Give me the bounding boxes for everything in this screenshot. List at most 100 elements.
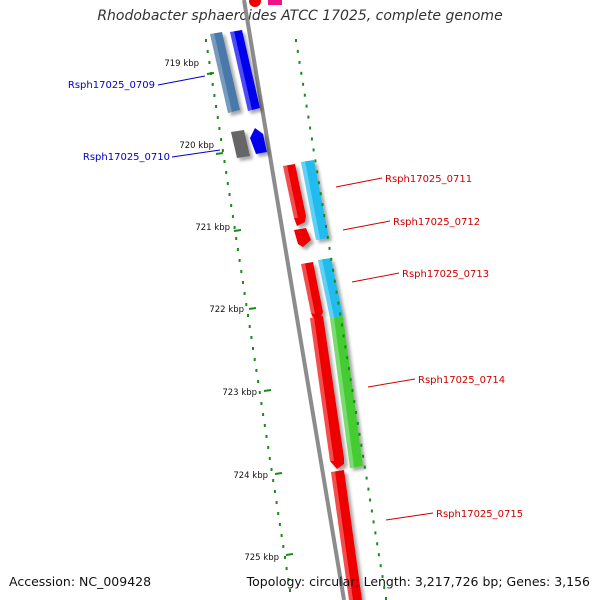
gene-label-0715[interactable]: Rsph17025_0715: [436, 509, 523, 520]
track-dot: [255, 369, 258, 372]
track-dot: [346, 356, 349, 360]
gene-feature-0714-red[interactable]: [310, 316, 344, 469]
gene-feature-0709-blue[interactable]: [230, 30, 260, 111]
gene-feature-0711-red[interactable]: [283, 164, 306, 226]
track-dot: [267, 446, 270, 449]
track-dot: [208, 61, 211, 64]
gene-label-0710[interactable]: Rsph17025_0710: [83, 152, 170, 163]
gene-label-0709[interactable]: Rsph17025_0709: [68, 80, 155, 91]
gene-feature-0713-cyan[interactable]: [318, 258, 343, 318]
track-dot: [374, 531, 377, 535]
gene-feature-0714-green[interactable]: [330, 316, 363, 468]
track-dot: [321, 203, 324, 207]
track-dot: [385, 597, 387, 600]
track-dot: [238, 259, 241, 262]
track-dot: [223, 160, 226, 163]
track-dot: [213, 94, 216, 97]
scale-tick-mark: [285, 553, 294, 556]
track-dot: [296, 49, 299, 53]
track-dot: [260, 402, 263, 405]
track-dot: [226, 182, 229, 185]
scale-tick-mark: [248, 307, 257, 310]
track-dot: [280, 534, 283, 537]
scale-tick-mark: [263, 389, 272, 392]
scale-tick-label: 722 kbp: [209, 305, 244, 315]
track-dot: [323, 214, 326, 218]
track-dot: [235, 237, 238, 240]
track-dot: [317, 181, 320, 185]
scale-tick-mark: [215, 152, 224, 155]
track-dot: [377, 553, 380, 557]
track-dot: [231, 215, 234, 218]
track-dot: [333, 279, 336, 283]
track-dot: [205, 39, 207, 42]
gene-label-leader: [385, 512, 434, 521]
gene-feature-0711-cyan[interactable]: [301, 160, 329, 240]
scale-tick-label: 723 kbp: [222, 388, 257, 398]
scale-tick-label: 724 kbp: [233, 471, 268, 481]
genome-title: Rhodobacter sphaeroides ATCC 17025, comp…: [97, 8, 503, 24]
scale-tick-mark: [206, 72, 215, 75]
track-dot: [216, 116, 219, 119]
track-dot: [298, 60, 301, 64]
track-dot: [337, 301, 340, 305]
gene-feature-top-pink[interactable]: [268, 0, 282, 5]
track-dot: [211, 83, 214, 86]
gene-feature-top-red[interactable]: [249, 0, 261, 7]
track-dot: [289, 589, 291, 592]
gene-feature-0713-red[interactable]: [301, 262, 323, 320]
gene-label-leader: [351, 272, 400, 283]
track-dot: [303, 93, 306, 97]
accession-text: Accession: NC_009428: [9, 574, 152, 589]
gene-label-0714[interactable]: Rsph17025_0714: [418, 375, 505, 386]
track-dot: [285, 567, 288, 570]
track-dot: [360, 443, 363, 447]
gene-label-0712[interactable]: Rsph17025_0712: [393, 217, 480, 228]
scale-tick-label: 725 kbp: [244, 553, 279, 563]
track-dot: [310, 137, 313, 141]
track-dot: [284, 556, 286, 559]
gene-label-0711[interactable]: Rsph17025_0711: [385, 174, 472, 185]
track-dot: [258, 391, 261, 394]
gene-label-leader: [157, 75, 206, 86]
gene-feature-0710-gray[interactable]: [231, 130, 250, 158]
track-dot: [230, 204, 233, 207]
track-dot: [319, 192, 322, 196]
track-dot: [250, 336, 253, 339]
track-dot: [376, 542, 379, 546]
track-dot: [265, 435, 268, 438]
track-dot: [277, 512, 280, 515]
track-dot: [257, 380, 260, 383]
track-dot: [328, 246, 331, 250]
track-dot: [206, 50, 209, 53]
track-dot: [270, 468, 273, 471]
gene-feature-0710-blue[interactable]: [250, 128, 267, 154]
track-dot: [240, 270, 243, 273]
track-dot: [242, 281, 244, 284]
track-dot: [358, 432, 361, 436]
track-dot: [369, 498, 372, 502]
track-dot: [272, 479, 275, 482]
track-dot: [335, 290, 338, 294]
track-dot: [287, 578, 290, 581]
track-dot: [225, 171, 228, 174]
scale-tick-label: 720 kbp: [179, 141, 214, 151]
track-dot: [307, 115, 310, 119]
gene-feature-0712-red[interactable]: [294, 228, 311, 247]
gene-label-0713[interactable]: Rsph17025_0713: [402, 269, 489, 280]
track-dot: [381, 575, 384, 579]
gene-feature-0715-red[interactable]: [331, 470, 362, 600]
track-dot: [273, 490, 276, 493]
track-dot: [253, 358, 256, 361]
track-dot: [362, 454, 365, 458]
track-dot: [332, 268, 335, 272]
scale-tick-label: 721 kbp: [195, 223, 230, 233]
track-dot: [349, 378, 352, 382]
track-dot: [367, 487, 370, 491]
track-dot: [325, 225, 327, 228]
gene-feature-0709-steel[interactable]: [210, 32, 240, 113]
track-dot: [248, 325, 251, 328]
track-dot: [262, 413, 265, 416]
